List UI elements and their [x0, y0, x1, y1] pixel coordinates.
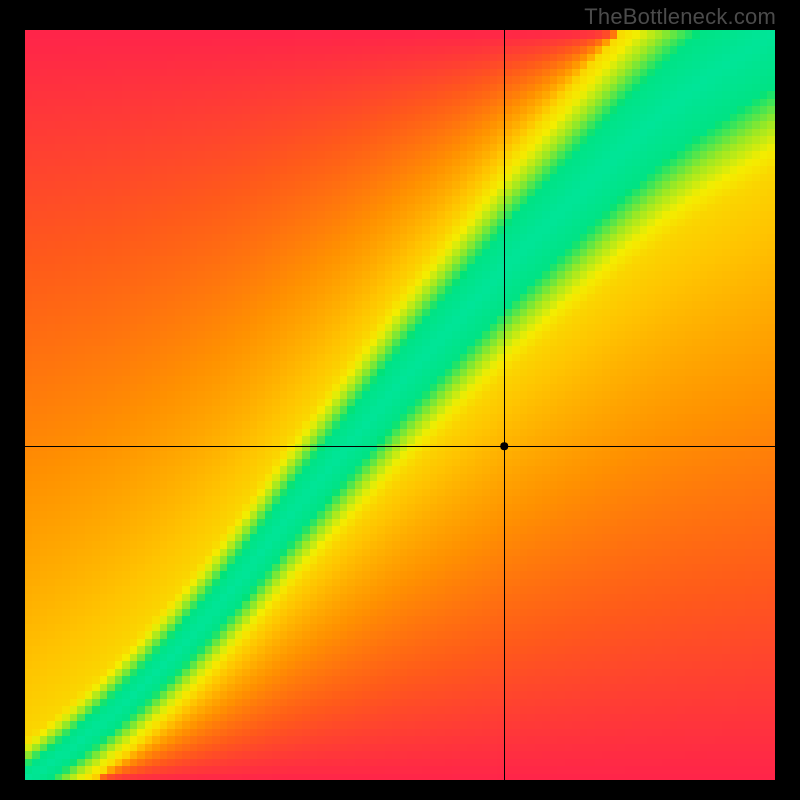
chart-container: TheBottleneck.com [0, 0, 800, 800]
watermark-text: TheBottleneck.com [584, 4, 776, 30]
bottleneck-heatmap [25, 30, 775, 780]
